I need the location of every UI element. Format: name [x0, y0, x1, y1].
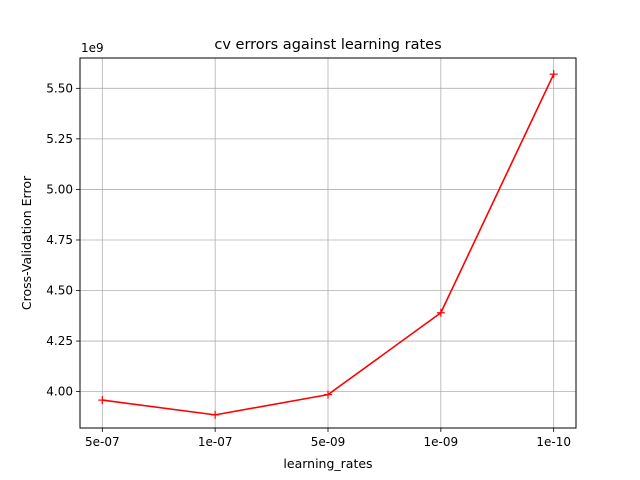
x-tick-label: 1e-09 [424, 435, 459, 449]
y-offset-label: 1e9 [81, 41, 104, 55]
x-tick-label: 5e-07 [85, 435, 120, 449]
data-point-marker [324, 390, 332, 399]
x-tick-label: 1e-10 [536, 435, 571, 449]
y-tick-label: 4.50 [46, 284, 73, 298]
x-axis-label: learning_rates [283, 456, 372, 471]
x-tick-label: 5e-09 [311, 435, 346, 449]
y-tick-label: 5.00 [46, 182, 73, 196]
chart-title: cv errors against learning rates [214, 37, 441, 53]
grid-lines [80, 58, 576, 428]
y-axis-label: Cross-Validation Error [19, 175, 34, 310]
axis-ticks: 5e-07 1e-07 5e-09 1e-09 1e-10 4.00 4.25 4.50 4.7… [46, 81, 571, 449]
y-tick-label: 4.00 [46, 385, 73, 399]
data-point-marker [211, 410, 220, 419]
plot-frame [79, 57, 577, 429]
data-point-marker [436, 308, 445, 317]
data-point-marker [98, 396, 107, 405]
y-tick-label: 4.75 [46, 233, 73, 247]
x-tick-label: 1e-07 [198, 435, 233, 449]
y-tick-label: 4.25 [46, 334, 73, 348]
y-tick-label: 5.50 [46, 81, 73, 95]
data-series [98, 70, 558, 419]
data-point-marker [549, 70, 558, 79]
y-tick-label: 5.25 [46, 132, 73, 146]
